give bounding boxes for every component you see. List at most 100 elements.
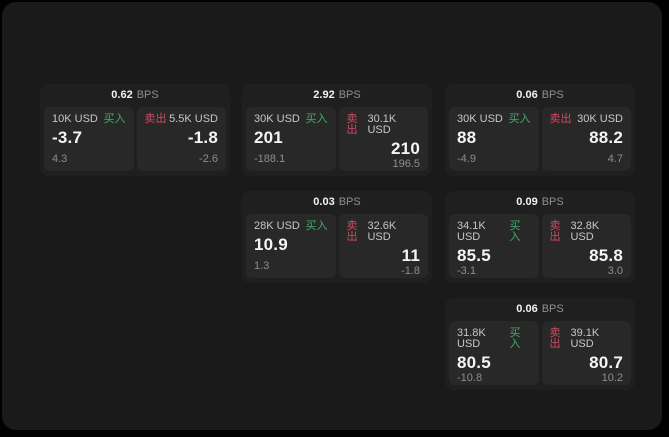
- spread-header: 0.62 BPS: [40, 84, 230, 107]
- sell-label-row: 卖出 30.1K USD: [347, 114, 421, 136]
- buy-label-row: 31.8K USD 买入: [457, 328, 531, 350]
- buy-label-row: 30K USD 买入: [254, 114, 328, 125]
- sell-side-tag: 卖出: [144, 113, 167, 125]
- sell-side-tag: 卖出: [346, 113, 358, 136]
- quote-card: 2.92 BPS 30K USD 买入 201 -188.1 卖出 30.1K USD 210 1…: [242, 84, 432, 176]
- sell-sub-value: 196.5: [392, 157, 420, 170]
- sell-sub-value: 10.2: [601, 371, 623, 384]
- sell-label-row: 卖出 32.6K USD: [347, 221, 421, 243]
- buy-side-tag: 买入: [509, 220, 521, 243]
- spread-value: 0.06: [516, 89, 538, 101]
- buy-quote-panel[interactable]: 30K USD 买入 201 -188.1: [246, 107, 336, 171]
- buy-sub-value: -3.1: [457, 264, 476, 277]
- buy-sub-value: -188.1: [254, 153, 286, 165]
- sell-label-row: 卖出 32.8K USD: [550, 221, 624, 243]
- buy-side-tag: 买入: [509, 327, 521, 350]
- spread-header: 0.06 BPS: [445, 84, 635, 107]
- spread-value: 0.06: [516, 303, 538, 315]
- sell-quote-panel[interactable]: 卖出 32.8K USD 85.8 3.0: [541, 214, 631, 278]
- buy-price-value: -3.7: [52, 128, 83, 147]
- sell-quote-panel[interactable]: 卖出 30.1K USD 210 196.5: [338, 107, 428, 171]
- sell-size-label: 30.1K USD: [367, 113, 397, 136]
- buy-label-row: 28K USD 买入: [254, 221, 328, 232]
- spread-header: 2.92 BPS: [242, 84, 432, 107]
- quote-panels: 10K USD 买入 -3.7 4.3 卖出 5.5K USD -1.8 -2.6: [40, 107, 230, 171]
- quote-panels: 30K USD 买入 88 -4.9 卖出 30K USD 88.2 4.7: [445, 107, 635, 171]
- buy-size-label: 34.1K USD: [457, 220, 486, 243]
- sell-quote-panel[interactable]: 卖出 30K USD 88.2 4.7: [541, 107, 631, 171]
- spread-value: 0.62: [111, 89, 133, 101]
- sell-price-value: 80.7: [589, 353, 623, 372]
- quote-panels: 31.8K USD 买入 80.5 -10.8 卖出 39.1K USD 80.7 10.2: [445, 321, 635, 385]
- buy-quote-panel[interactable]: 30K USD 买入 88 -4.9: [449, 107, 539, 171]
- spread-unit-label: BPS: [541, 196, 564, 208]
- buy-label-row: 34.1K USD 买入: [457, 221, 531, 243]
- sell-size-label: 32.8K USD: [570, 220, 600, 243]
- quote-card: 0.09 BPS 34.1K USD 买入 85.5 -3.1 卖出 32.8K USD 85.…: [445, 191, 635, 283]
- quote-panels: 30K USD 买入 201 -188.1 卖出 30.1K USD 210 196.5: [242, 107, 432, 171]
- sell-price-value: 85.8: [589, 246, 623, 265]
- sell-side-tag: 卖出: [549, 327, 561, 350]
- spread-unit-label: BPS: [541, 89, 564, 101]
- sell-sub-value: 4.7: [607, 153, 623, 165]
- buy-size-label: 30K USD: [457, 113, 503, 125]
- buy-size-label: 30K USD: [254, 113, 300, 125]
- sell-quote-panel[interactable]: 卖出 32.6K USD 11 -1.8: [338, 214, 428, 278]
- spread-value: 0.03: [313, 196, 335, 208]
- spread-header: 0.06 BPS: [445, 298, 635, 321]
- buy-quote-panel[interactable]: 31.8K USD 买入 80.5 -10.8: [449, 321, 539, 385]
- sell-side-tag: 卖出: [549, 220, 561, 243]
- buy-side-tag: 买入: [103, 113, 126, 125]
- buy-price-value: 80.5: [457, 353, 491, 372]
- spread-value: 0.09: [516, 196, 538, 208]
- sell-size-label: 30K USD: [577, 113, 623, 125]
- sell-price-value: -1.8: [187, 128, 218, 147]
- quote-card: 0.06 BPS 30K USD 买入 88 -4.9 卖出 30K USD 88.2 4.7: [445, 84, 635, 176]
- buy-side-tag: 买入: [508, 113, 531, 125]
- spread-unit-label: BPS: [541, 303, 564, 315]
- quote-panels: 34.1K USD 买入 85.5 -3.1 卖出 32.8K USD 85.8 3.0: [445, 214, 635, 278]
- sell-label-row: 卖出 39.1K USD: [550, 328, 624, 350]
- sell-price-value: 88.2: [589, 128, 623, 147]
- spread-unit-label: BPS: [338, 89, 361, 101]
- spread-header: 0.09 BPS: [445, 191, 635, 214]
- buy-quote-panel[interactable]: 28K USD 买入 10.9 1.3: [246, 214, 336, 278]
- buy-quote-panel[interactable]: 10K USD 买入 -3.7 4.3: [44, 107, 134, 171]
- buy-side-tag: 买入: [305, 113, 328, 125]
- quote-card: 0.03 BPS 28K USD 买入 10.9 1.3 卖出 32.6K USD 11 -1.8: [242, 191, 432, 283]
- sell-quote-panel[interactable]: 卖出 39.1K USD 80.7 10.2: [541, 321, 631, 385]
- spread-unit-label: BPS: [338, 196, 361, 208]
- quotes-board: 0.62 BPS 10K USD 买入 -3.7 4.3 卖出 5.5K USD -1.8 -2.…: [2, 2, 662, 430]
- sell-price-value: 11: [401, 246, 420, 265]
- quote-card: 0.62 BPS 10K USD 买入 -3.7 4.3 卖出 5.5K USD -1.8 -2.…: [40, 84, 230, 176]
- sell-size-label: 32.6K USD: [367, 220, 397, 243]
- buy-sub-value: -10.8: [457, 371, 483, 384]
- sell-size-label: 39.1K USD: [570, 327, 600, 350]
- sell-size-label: 5.5K USD: [169, 113, 218, 125]
- buy-size-label: 31.8K USD: [457, 327, 486, 350]
- buy-sub-value: 4.3: [52, 153, 68, 165]
- spread-unit-label: BPS: [136, 89, 159, 101]
- sell-side-tag: 卖出: [346, 220, 358, 243]
- buy-price-value: 88: [457, 128, 477, 147]
- buy-quote-panel[interactable]: 34.1K USD 买入 85.5 -3.1: [449, 214, 539, 278]
- sell-sub-value: 3.0: [607, 264, 623, 277]
- buy-side-tag: 买入: [305, 220, 328, 232]
- sell-sub-value: -1.8: [401, 264, 420, 277]
- sell-label-row: 卖出 30K USD: [550, 114, 624, 125]
- buy-price-value: 201: [254, 128, 283, 147]
- buy-label-row: 10K USD 买入: [52, 114, 126, 125]
- buy-size-label: 10K USD: [52, 113, 98, 125]
- sell-price-value: 210: [391, 139, 420, 158]
- buy-price-value: 10.9: [254, 235, 288, 254]
- quote-card: 0.06 BPS 31.8K USD 买入 80.5 -10.8 卖出 39.1K USD 80…: [445, 298, 635, 390]
- sell-quote-panel[interactable]: 卖出 5.5K USD -1.8 -2.6: [136, 107, 226, 171]
- spread-header: 0.03 BPS: [242, 191, 432, 214]
- buy-size-label: 28K USD: [254, 220, 300, 232]
- buy-label-row: 30K USD 买入: [457, 114, 531, 125]
- sell-sub-value: -2.6: [199, 153, 218, 165]
- spread-value: 2.92: [313, 89, 335, 101]
- sell-side-tag: 卖出: [549, 113, 572, 125]
- buy-sub-value: -4.9: [457, 153, 476, 165]
- buy-price-value: 85.5: [457, 246, 491, 265]
